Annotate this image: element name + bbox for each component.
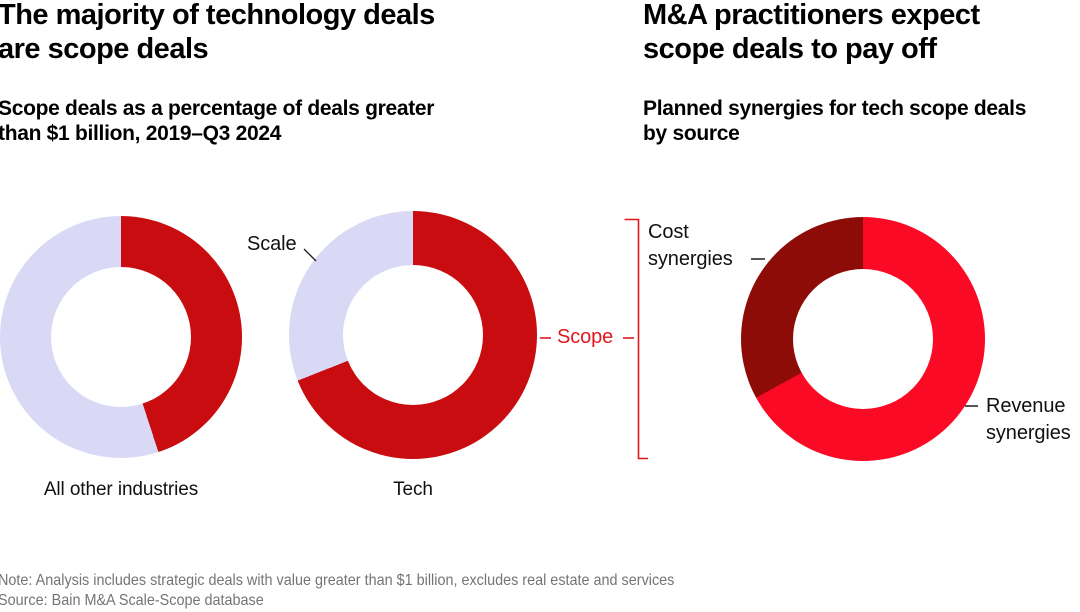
donut-tech (289, 211, 537, 459)
donut-hole (51, 267, 191, 407)
cost-synergies-label: Cost synergies (648, 221, 733, 270)
donut-hole (343, 265, 483, 405)
source-text: Source: Bain M&A Scale-Scope database (0, 592, 264, 609)
right-chart-subtitle: Planned synergies for tech scope deals b… (643, 97, 1027, 145)
scale-label: Scale (247, 233, 297, 255)
right-chart-title: M&A practitioners expect scope deals to … (643, 0, 980, 65)
scope-bracket (624, 218, 648, 460)
donut-hole (793, 269, 933, 409)
left-chart-subtitle: Scope deals as a percentage of deals gre… (0, 97, 435, 145)
left-chart-title: The majority of technology deals are sco… (0, 0, 435, 65)
donut-synergies (741, 217, 985, 461)
donut-all-other-industries (0, 216, 242, 458)
label-all-other-industries: All other industries (43, 479, 199, 500)
note-text: Note: Analysis includes strategic deals … (0, 572, 675, 589)
revenue-synergies-label: Revenue synergies (986, 395, 1071, 444)
scope-label: Scope (557, 326, 614, 348)
label-tech: Tech (393, 479, 433, 500)
